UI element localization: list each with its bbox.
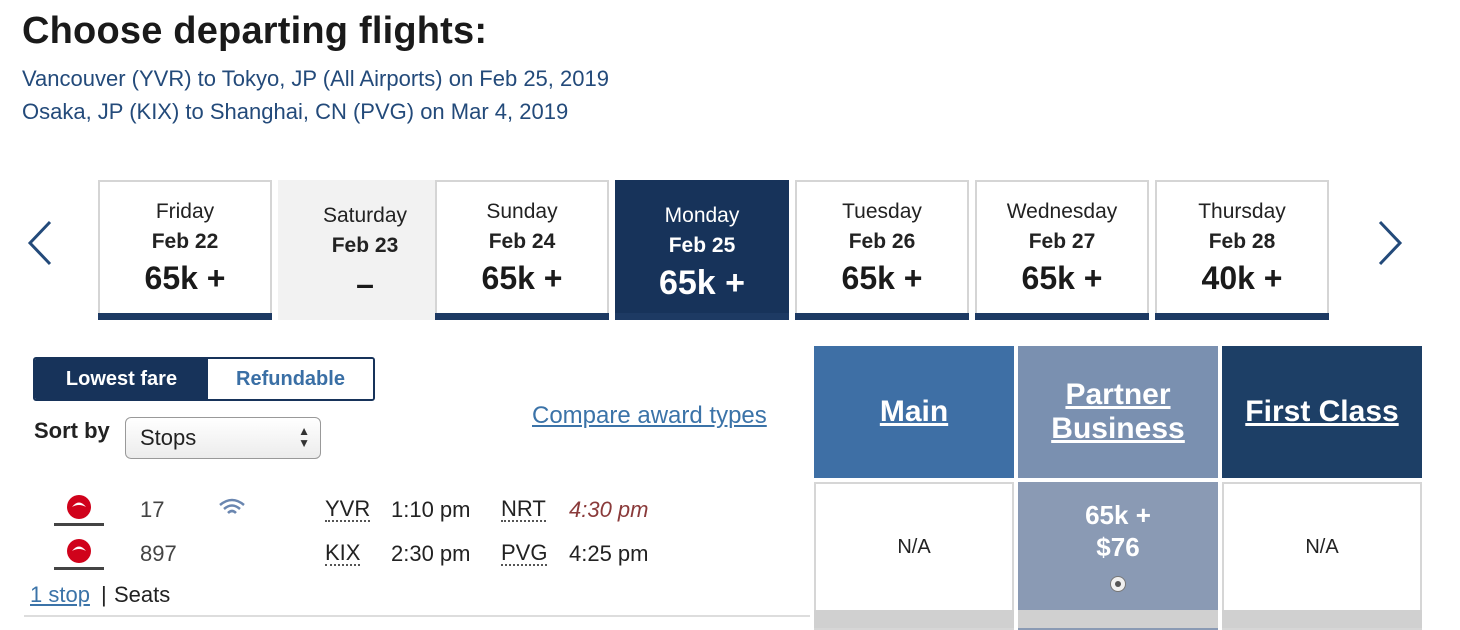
day-name: Wednesday: [1006, 200, 1118, 223]
compare-award-types-link[interactable]: Compare award types: [532, 402, 767, 429]
fare-main-value: N/A: [897, 536, 931, 558]
cabin-header-first-label: First Class: [1245, 395, 1399, 428]
cabin-header-partner-label: Partner Business: [1051, 378, 1184, 446]
day-name: Sunday: [486, 200, 558, 223]
day-date: Feb 24: [488, 230, 556, 253]
day-price: 65k +: [1021, 260, 1103, 296]
date-tab-friday[interactable]: Friday Feb 22 65k +: [98, 180, 272, 320]
fare-partner-points: 65k +: [1085, 500, 1151, 530]
day-underline: [435, 313, 609, 320]
fare-cell-first-class: N/A: [1222, 482, 1422, 630]
fare-partner-cash: $76: [1096, 532, 1140, 562]
cabin-partner-line2: Business: [1051, 412, 1185, 445]
flight-number: 897: [140, 541, 177, 566]
sort-select-value: Stops: [140, 425, 197, 450]
select-arrows-icon: ▲ ▼: [298, 424, 310, 450]
wifi-icon: [219, 498, 245, 514]
stops-link[interactable]: 1 stop: [30, 582, 90, 607]
date-tab-saturday: Saturday Feb 23 –: [278, 180, 452, 320]
depart-airport[interactable]: YVR: [325, 496, 371, 522]
day-price: –: [356, 266, 374, 302]
flight-number: 17: [140, 497, 165, 522]
day-underline: [98, 313, 272, 320]
seats-link[interactable]: Seats: [114, 582, 171, 607]
fare-type-toggle: Lowest fare Refundable: [33, 357, 375, 401]
cabin-header-main[interactable]: Main: [814, 346, 1014, 478]
chevron-right-icon: [1378, 220, 1403, 266]
sort-label: Sort by: [34, 418, 110, 443]
prev-dates-button[interactable]: [22, 218, 62, 268]
date-tab-sunday[interactable]: Sunday Feb 24 65k +: [435, 180, 609, 320]
arrive-time: 4:30 pm: [569, 497, 649, 522]
refundable-button[interactable]: Refundable: [208, 359, 373, 399]
cell-strip: [1018, 610, 1218, 628]
date-tab-monday[interactable]: Monday Feb 25 65k +: [615, 180, 789, 320]
route-line-1: Vancouver (YVR) to Tokyo, JP (All Airpor…: [22, 66, 609, 91]
depart-time: 1:10 pm: [391, 497, 471, 522]
arrive-time: 4:25 pm: [569, 541, 649, 566]
cabin-partner-line1: Partner: [1065, 378, 1171, 411]
day-date: Feb 23: [331, 234, 399, 257]
day-name: Saturday: [322, 204, 408, 227]
day-name: Monday: [664, 204, 740, 227]
japan-airlines-logo: [54, 539, 104, 570]
day-underline: [795, 313, 969, 320]
cabin-header-first-class[interactable]: First Class: [1222, 346, 1422, 478]
cell-strip: [1222, 610, 1422, 628]
fare-cell-partner-business[interactable]: 65k + $76: [1018, 482, 1218, 630]
fare-cell-main: N/A: [814, 482, 1014, 630]
day-price: 65k +: [658, 264, 746, 302]
separator: |: [101, 582, 107, 607]
day-date: Feb 22: [151, 230, 219, 253]
day-name: Friday: [155, 200, 215, 223]
day-price: 65k +: [481, 260, 563, 296]
day-date: Feb 28: [1208, 230, 1276, 253]
depart-airport[interactable]: KIX: [325, 540, 361, 566]
row-divider: [24, 615, 810, 617]
date-tab-tuesday[interactable]: Tuesday Feb 26 65k +: [795, 180, 969, 320]
japan-airlines-logo: [54, 495, 104, 526]
lowest-fare-button[interactable]: Lowest fare: [35, 359, 208, 399]
day-date: Feb 27: [1028, 230, 1096, 253]
arrive-airport[interactable]: NRT: [501, 496, 546, 522]
date-tab-wednesday[interactable]: Wednesday Feb 27 65k +: [975, 180, 1149, 320]
depart-time: 2:30 pm: [391, 541, 471, 566]
day-price: 40k +: [1201, 260, 1283, 296]
chevron-left-icon: [27, 220, 52, 266]
day-date: Feb 26: [848, 230, 916, 253]
day-name: Tuesday: [842, 200, 922, 223]
day-underline: [975, 313, 1149, 320]
fare-radio-button[interactable]: [1110, 576, 1126, 592]
sort-select[interactable]: Stops ▲ ▼: [125, 417, 321, 459]
day-price: 65k +: [144, 260, 226, 296]
day-price: 65k +: [841, 260, 923, 296]
cabin-header-main-label: Main: [879, 395, 949, 428]
day-name: Thursday: [1198, 200, 1286, 223]
cabin-header-partner-business[interactable]: Partner Business: [1018, 346, 1218, 478]
route-line-2: Osaka, JP (KIX) to Shanghai, CN (PVG) on…: [22, 99, 569, 124]
arrive-airport[interactable]: PVG: [501, 540, 548, 566]
day-underline: [1155, 313, 1329, 320]
fare-first-value: N/A: [1305, 536, 1339, 558]
next-dates-button[interactable]: [1370, 218, 1410, 268]
cell-strip: [814, 610, 1014, 628]
date-tab-thursday[interactable]: Thursday Feb 28 40k +: [1155, 180, 1329, 320]
day-date: Feb 25: [668, 234, 736, 257]
page-title: Choose departing flights:: [22, 10, 488, 52]
day-underline: [615, 313, 789, 320]
